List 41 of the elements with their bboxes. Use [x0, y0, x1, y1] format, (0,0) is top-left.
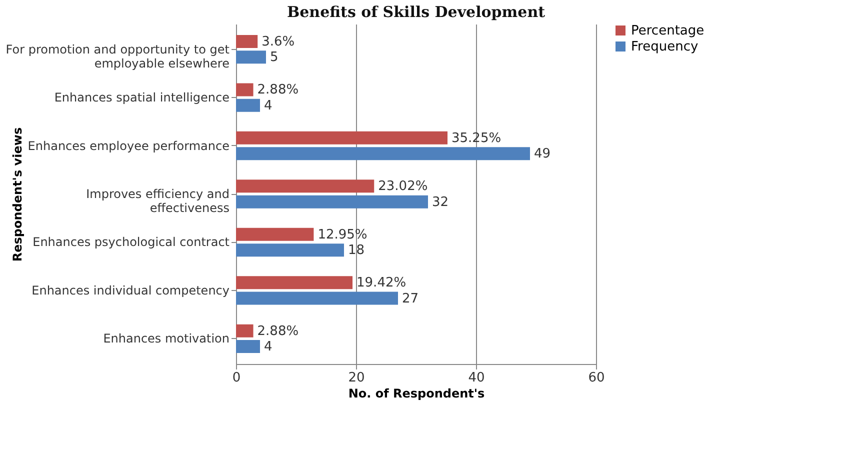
y-tick-label: Improves efficiency and effectiveness — [86, 187, 230, 215]
bar — [236, 195, 428, 208]
data-label: 4 — [264, 340, 272, 355]
bar — [236, 83, 254, 96]
data-label: 49 — [534, 146, 551, 162]
data-label: 2.88% — [257, 324, 299, 339]
bar — [236, 324, 254, 338]
x-tick-label: 20 — [348, 370, 365, 386]
chart-title: Benefits of Skills Development — [286, 3, 546, 21]
bar — [236, 34, 258, 48]
data-label: 27 — [402, 291, 419, 306]
data-label: 2.88% — [257, 82, 299, 98]
data-label: 32 — [432, 194, 449, 210]
bar — [236, 50, 266, 64]
y-tick-label: Enhances psychological contract — [32, 235, 230, 250]
data-label: 3.6% — [262, 34, 295, 50]
bar — [236, 131, 448, 144]
bar — [236, 180, 374, 193]
y-tick-label: Enhances motivation — [103, 332, 230, 346]
y-tick-label: Enhances individual competency — [32, 283, 230, 298]
x-tick-label: 0 — [232, 370, 241, 386]
data-label: 4 — [264, 98, 272, 114]
bar — [236, 98, 260, 112]
bar — [236, 340, 260, 354]
bar — [236, 228, 314, 241]
legend-label: Frequency — [631, 40, 698, 54]
x-axis-title: No. of Respondent's — [348, 386, 485, 400]
data-label: 19.42% — [356, 276, 406, 291]
bar — [236, 292, 398, 305]
x-tick-label: 40 — [468, 370, 485, 386]
x-tick-label: 60 — [588, 370, 605, 386]
y-tick-label: For promotion and opportunity to get employable elsewhere — [6, 42, 230, 70]
bar — [236, 276, 353, 290]
data-label: 23.02% — [378, 179, 428, 194]
legend-label: Percentage — [631, 24, 704, 38]
y-tick-label: Enhances employee performance — [28, 138, 230, 153]
y-axis-title: Respondent's views — [10, 127, 24, 262]
y-tick-label: Enhances spatial intelligence — [54, 90, 230, 105]
bar — [236, 244, 344, 257]
data-label: 5 — [270, 50, 278, 66]
bar — [236, 147, 530, 160]
